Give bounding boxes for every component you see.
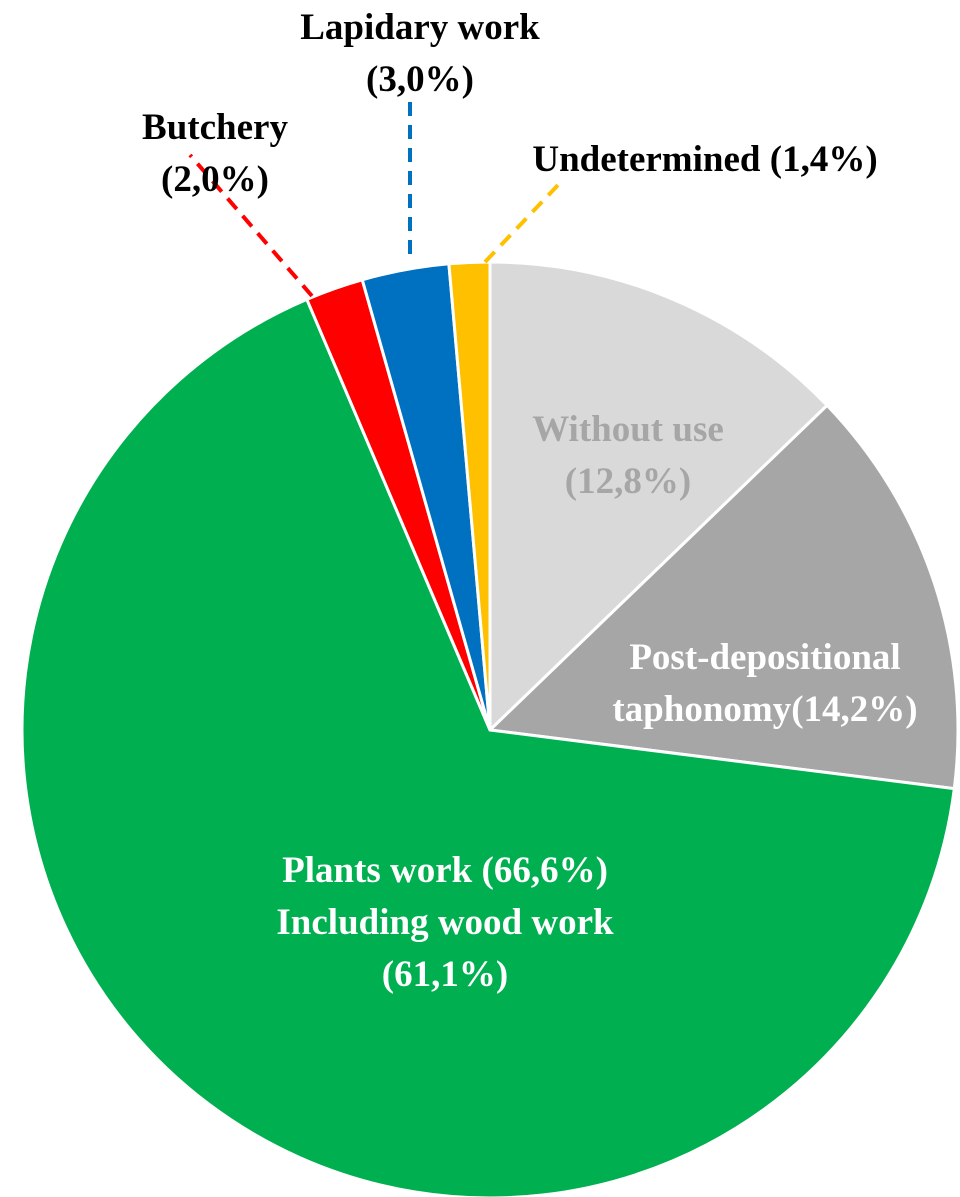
value-label: (66,6%) <box>481 850 608 891</box>
value-label: (3,0%) <box>366 59 474 100</box>
pie-slice <box>486 403 960 791</box>
category-label: Undetermined <box>532 139 761 180</box>
category-label: Plants work <box>282 850 473 891</box>
value-label: (2,0%) <box>161 159 269 200</box>
annotation: (61,1%) <box>381 954 509 995</box>
slice-label: Undetermined (1,4%) <box>475 134 935 186</box>
value-label: (12,8%) <box>564 461 692 502</box>
slice-label: Lapidary work (3,0%) <box>250 2 590 106</box>
leader-line <box>188 153 314 298</box>
slice-label: Without use (12,8%) <box>478 404 778 508</box>
slice-label: Post-depositional taphonomy(14,2%) <box>575 632 955 736</box>
value-label: (14,2%) <box>791 689 918 730</box>
category-label: Post-depositional taphonomy <box>612 637 901 730</box>
slice-label: Butchery (2,0%) <box>95 102 335 206</box>
category-label: Lapidary work <box>300 7 540 48</box>
leader-line <box>483 183 560 264</box>
pie-slice <box>488 260 830 734</box>
pie-slice <box>447 260 492 731</box>
category-label: Butchery <box>142 107 288 148</box>
category-label: Without use <box>532 409 724 450</box>
pie-slice <box>20 297 956 1197</box>
slice-label: Plants work (66,6%) Including wood work (6… <box>185 845 705 1001</box>
value-label: (1,4%) <box>769 139 878 180</box>
annotation: Including wood work <box>276 902 614 943</box>
